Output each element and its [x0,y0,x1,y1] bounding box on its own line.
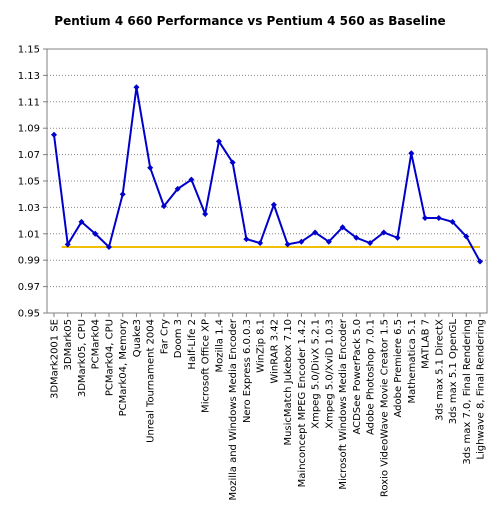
data-point [78,218,85,225]
x-tick-label: Microsoft Windows Media Encoder [338,318,349,489]
series-line [53,87,481,263]
data-point [188,176,195,183]
data-points [51,84,483,265]
x-tick-label: 3DMark05, CPU [77,319,88,397]
y-tick-label: 0.95 [18,309,40,320]
data-point [229,159,236,166]
data-point [284,241,291,248]
x-tick-label: 3DMark2001 SE [50,319,61,399]
x-tick-label: PCMark04, CPU [104,319,115,396]
x-tick-label: 3DMark05 [63,319,74,370]
x-tick-label: MusicMatch Jukebox 7.10 [283,319,294,446]
data-point [435,214,442,221]
data-point [133,84,140,91]
data-point [367,240,374,247]
data-point [243,236,250,243]
y-tick-label: 1.09 [18,124,40,135]
data-point [298,238,305,245]
x-tick-label: WinRAR 3.42 [269,319,280,384]
x-tick-label: PCMark04 [91,319,102,369]
x-tick-label: 3ds max 7.0, Final Rendering [462,319,473,465]
x-tick-label: 3ds max 5.1 OpenGL [448,319,459,425]
y-tick-label: 1.07 [18,150,40,161]
data-point [64,241,71,248]
x-tick-label: Unreal Tournament 2004 [146,319,157,443]
x-tick-label: Xmpeg 5.0/XviD 1.0.3 [324,319,335,429]
x-tick-label: Mozilla 1.4 [214,319,225,373]
data-point [312,229,319,236]
data-point [463,233,470,240]
data-point [105,244,112,250]
x-tick-label: Far Cry [159,319,170,354]
x-tick-label: Roxio VideoWave Movie Creator 1.5 [379,319,390,497]
y-tick-label: 1.05 [18,177,40,188]
x-tick-label: Mainconcept MPEG Encoder 1.4.2 [297,319,308,487]
x-tick-label: PCMark04, Memory [118,319,129,417]
chart-title: Pentium 4 660 Performance vs Pentium 4 5… [54,14,446,28]
data-point [51,131,57,138]
y-tick-label: 1.03 [18,203,40,214]
data-point [119,191,126,198]
x-tick-label: Nero Express 6.0.0.3 [242,319,253,423]
y-tick-label: 0.99 [18,256,40,267]
x-tick-label: Microsoft Office XP [201,319,212,413]
data-point [449,218,456,225]
x-tick-label: Half-Life 2 [187,319,198,370]
x-tick-label: Lighwave 8, Final Rendering [476,319,487,460]
y-tick-label: 0.97 [18,282,40,293]
x-tick-label: ACDSee PowerPack 5.0 [352,319,363,435]
y-tick-label: 1.13 [18,71,40,82]
x-tick-label: Doom 3 [173,319,184,358]
data-point [325,238,332,245]
data-point [408,150,415,157]
y-tick-label: 1.15 [18,45,40,56]
x-tick-label: Xmpeg 5.0/DivX 5.2.1 [311,319,322,429]
data-point [257,240,264,247]
x-tick-label: Adobe Photoshop 7.0.1 [366,319,377,435]
data-point [270,201,277,208]
y-axis-ticks: 0.95 0.97 0.99 1.01 1.03 1.05 1.07 1.09 1.11 1.13… [18,45,47,320]
data-point [422,214,429,221]
data-point [215,138,222,145]
x-tick-label: Adobe Premiere 6.5 [393,319,404,418]
x-tick-label: WinZip 8.1 [256,319,267,373]
data-point [174,185,181,192]
x-axis-ticks: 3DMark2001 SE 3DMark05 3DMark05, CPU PCMark… [50,313,487,501]
data-point [339,224,346,231]
data-point [92,230,99,237]
x-tick-label: 3ds max 5.1 DirectX [434,319,445,421]
data-point [353,234,360,241]
data-point [477,258,483,265]
x-tick-label: Mozilla and Windows Media Encoder [228,318,239,500]
data-point [147,164,154,171]
y-tick-label: 1.01 [18,229,40,240]
x-tick-label: Quake3 [132,319,143,357]
y-tick-label: 1.11 [18,97,40,108]
x-tick-label: Mathematica 5.1 [407,319,418,403]
data-point [394,234,401,241]
data-point [202,211,209,217]
x-tick-label: MATLAB 7 [421,319,432,369]
data-point [380,229,387,236]
gridlines [47,48,487,314]
data-point [160,203,167,210]
